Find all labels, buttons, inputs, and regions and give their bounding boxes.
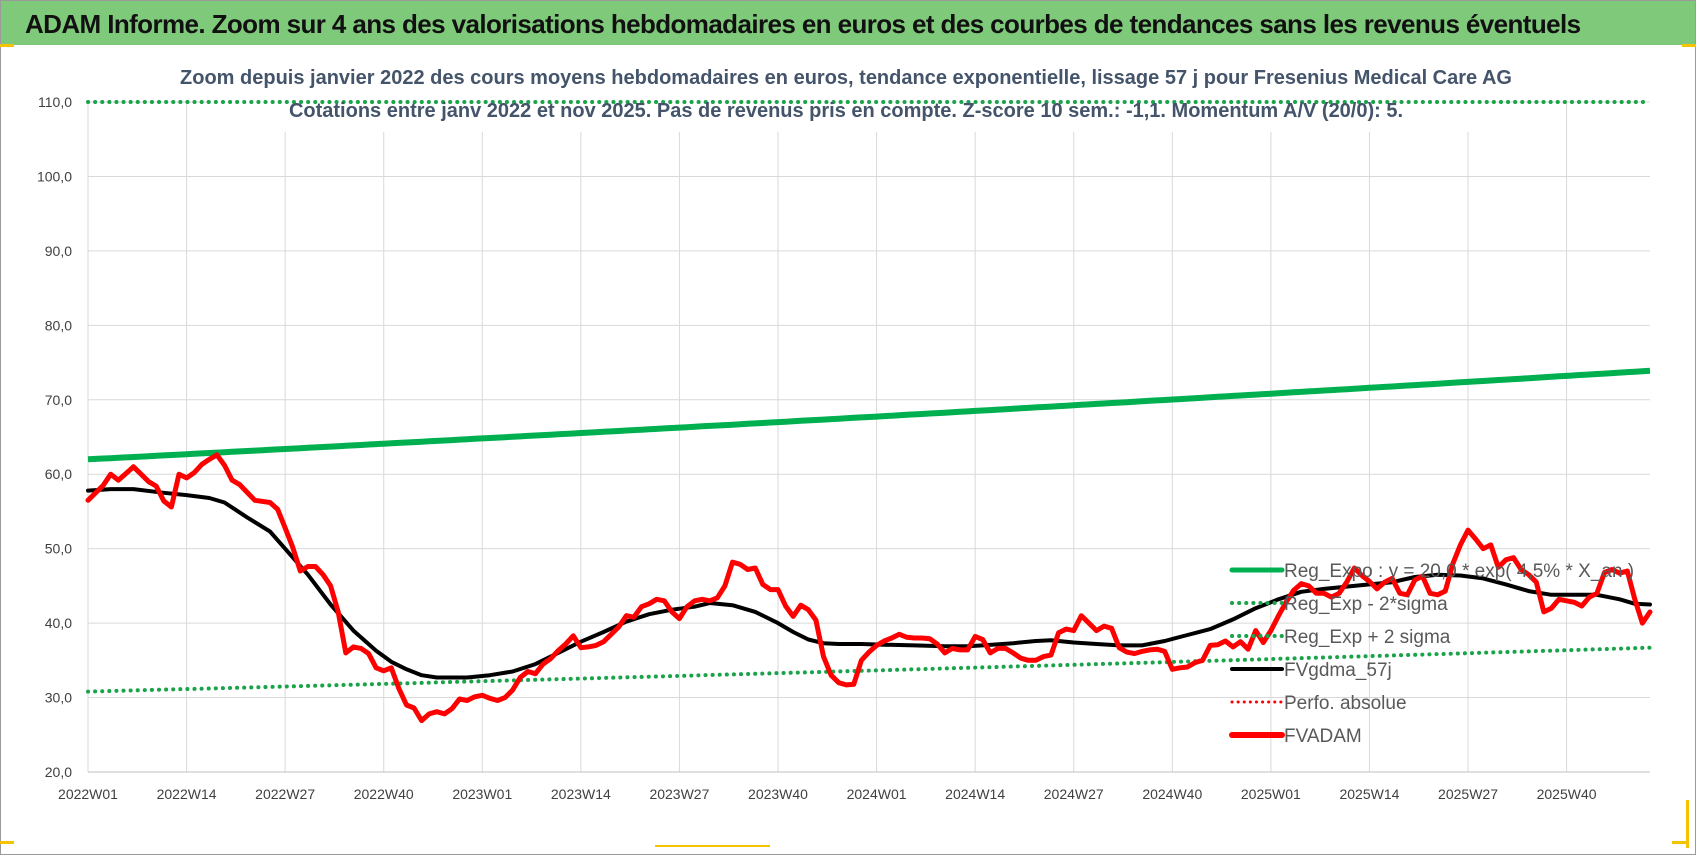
series-fvadam bbox=[85, 452, 1653, 724]
x-tick-label: 2022W14 bbox=[157, 786, 217, 802]
x-tick-label: 2022W40 bbox=[354, 786, 414, 802]
x-tick-label: 2023W01 bbox=[452, 786, 512, 802]
legend-label: Reg_Expo : y = 20,0 * exp( 4,5% * X_an ) bbox=[1284, 561, 1634, 582]
title-backdrop bbox=[210, 60, 1485, 132]
x-tick-label: 2024W27 bbox=[1044, 786, 1104, 802]
chart: 20,0 30,0 40,0 50,0 60,0 70,0 80,0 90,0 100,0 110… bbox=[37, 60, 1653, 802]
x-tick-label: 2023W14 bbox=[551, 786, 611, 802]
legend: Reg_Expo : y = 20,0 * exp( 4,5% * X_an )… bbox=[1229, 561, 1634, 747]
legend-label: Reg_Exp - 2*sigma bbox=[1284, 594, 1448, 615]
x-tick-label: 2025W27 bbox=[1438, 786, 1498, 802]
y-tick-label: 30,0 bbox=[45, 690, 72, 706]
y-tick-label: 80,0 bbox=[45, 317, 72, 333]
y-tick-label: 90,0 bbox=[45, 243, 72, 259]
legend-label: Reg_Exp + 2 sigma bbox=[1284, 627, 1451, 648]
x-tick-label: 2023W27 bbox=[649, 786, 709, 802]
corner-mark-bottom-center bbox=[655, 845, 770, 847]
x-tick-label: 2025W01 bbox=[1241, 786, 1301, 802]
y-tick-label: 100,0 bbox=[37, 168, 72, 184]
x-tick-label: 2025W14 bbox=[1339, 786, 1399, 802]
corner-mark-right bbox=[1686, 800, 1689, 848]
legend-label: FVADAM bbox=[1284, 726, 1362, 747]
series-layer bbox=[85, 60, 1653, 724]
y-tick-label: 70,0 bbox=[45, 392, 72, 408]
axis-layer: 20,0 30,0 40,0 50,0 60,0 70,0 80,0 90,0 100,0 110… bbox=[37, 94, 1597, 802]
legend-label: FVgdma_57j bbox=[1284, 660, 1392, 681]
header-bar: ADAM Informe. Zoom sur 4 ans des valoris… bbox=[1, 1, 1695, 45]
x-tick-label: 2024W01 bbox=[847, 786, 907, 802]
x-tick-label: 2024W14 bbox=[945, 786, 1005, 802]
page-title: ADAM Informe. Zoom sur 4 ans des valoris… bbox=[25, 9, 1581, 39]
corner-mark-bottom-left bbox=[0, 841, 14, 844]
series-reg-expo bbox=[87, 367, 1651, 463]
y-tick-label: 40,0 bbox=[45, 615, 72, 631]
x-tick-label: 2024W40 bbox=[1142, 786, 1202, 802]
y-tick-label: 60,0 bbox=[45, 466, 72, 482]
chart-title: Zoom depuis janvier 2022 des cours moyen… bbox=[180, 67, 1512, 89]
x-tick-label: 2022W01 bbox=[58, 786, 118, 802]
y-tick-label: 110,0 bbox=[38, 94, 72, 110]
corner-mark-bottom-right bbox=[1672, 841, 1686, 844]
corner-mark-top-right bbox=[1682, 44, 1696, 47]
x-tick-label: 2023W40 bbox=[748, 786, 808, 802]
chart-subtitle: Cotations entre janv 2022 et nov 2025. P… bbox=[289, 100, 1403, 122]
x-tick-label: 2022W27 bbox=[255, 786, 315, 802]
y-tick-label: 20,0 bbox=[45, 764, 72, 780]
legend-label: Perfo. absolue bbox=[1284, 693, 1407, 714]
series-reg-exp-minus-2sigma bbox=[86, 645, 1652, 694]
corner-mark-top-left bbox=[0, 44, 14, 47]
x-tick-label: 2025W40 bbox=[1537, 786, 1597, 802]
y-tick-label: 50,0 bbox=[45, 541, 72, 557]
